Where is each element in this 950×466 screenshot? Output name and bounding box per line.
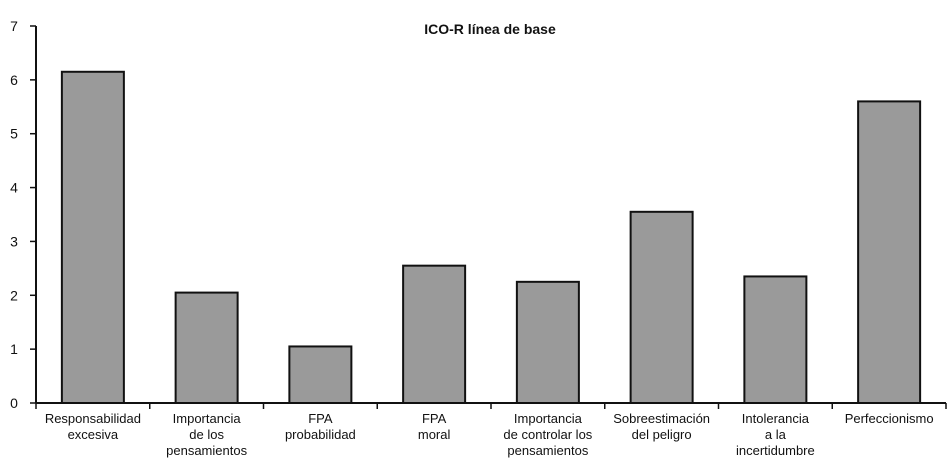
bar (515, 280, 580, 405)
y-tick-label: 1 (10, 341, 18, 357)
bar (174, 291, 239, 405)
x-tick-label: Importancia de controlar los pensamientos (503, 411, 592, 458)
bar (60, 70, 125, 405)
y-tick-label: 0 (10, 395, 18, 411)
bar (743, 275, 808, 404)
y-tick-label: 2 (10, 287, 18, 303)
bar (288, 345, 353, 405)
bar (857, 100, 922, 405)
x-tick-label: Intolerancia a la incertidumbre (736, 411, 815, 458)
y-tick-label: 3 (10, 233, 18, 249)
y-tick-label: 6 (10, 72, 18, 88)
x-tick-label: FPA moral (418, 411, 451, 442)
x-tick-label: FPA probabilidad (285, 411, 356, 442)
x-tick-label: Sobreestimación del peligro (613, 411, 710, 442)
x-tick-label: Perfeccionismo (845, 411, 934, 426)
bars (60, 70, 922, 405)
y-tick-label: 5 (10, 126, 18, 142)
y-tick-label: 4 (10, 180, 18, 196)
chart-title: ICO-R línea de base (424, 21, 556, 37)
bar (629, 210, 694, 404)
x-tick-label: Responsabilidad excesiva (45, 411, 141, 442)
bar (402, 264, 467, 404)
y-tick-label: 7 (10, 18, 18, 34)
x-tick-label: Importancia de los pensamientos (166, 411, 247, 458)
category-labels: Responsabilidad excesiva Importancia de los… (45, 411, 934, 458)
